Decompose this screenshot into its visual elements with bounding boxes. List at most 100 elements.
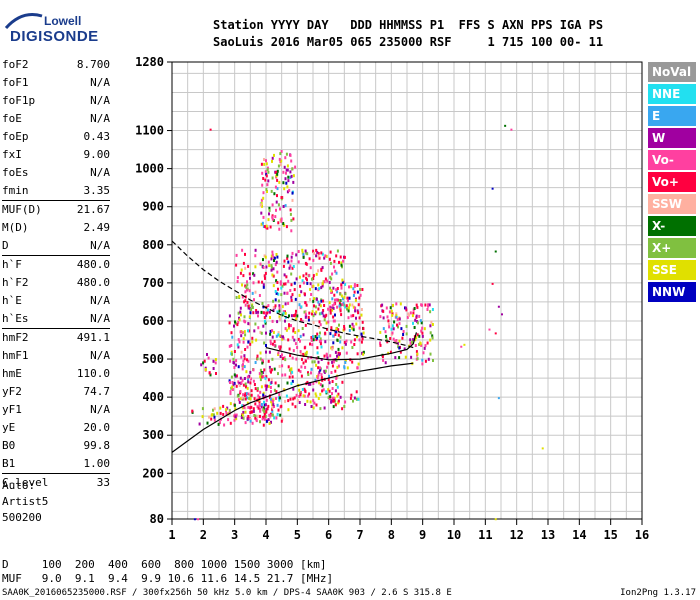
echo-point [337,333,340,337]
x-tick-label: 9 [419,528,426,542]
echo-point [238,340,241,344]
echo-point [310,405,313,408]
echo-point [277,372,279,376]
echo-point [344,400,347,404]
echo-point [204,368,207,371]
echo-point [316,376,319,380]
echo-point [463,343,466,346]
echo-point [358,316,361,320]
echo-point [389,350,392,354]
echo-point [265,331,267,335]
echo-point [319,331,321,335]
echo-point [362,352,365,356]
echo-point [330,277,333,281]
echo-point [388,325,391,329]
echo-point [213,418,216,422]
logo-bottom-text: DIGISONDE [10,28,99,45]
echo-point [408,313,411,317]
param-value: 1.00 [83,457,111,470]
echo-point [335,288,338,292]
echo-point [290,218,293,222]
echo-point [203,359,206,363]
echo-point [307,382,310,386]
echo-point [299,393,302,397]
echo-point [266,311,269,315]
echo-point [270,257,273,261]
echo-point [412,311,415,315]
echo-point [251,421,254,425]
echo-point [245,385,247,389]
echo-point [413,326,416,329]
echo-point [353,396,356,400]
echo-point [233,373,236,377]
echo-point [262,196,265,200]
echo-point [379,315,382,319]
echo-point [265,188,268,191]
echo-point [260,372,263,376]
echo-point [239,310,242,314]
echo-point [312,284,315,288]
echo-point [336,290,339,294]
echo-point [231,352,233,356]
echo-point [291,266,294,270]
echo-point [278,180,281,184]
echo-point [332,306,335,310]
echo-point [271,335,274,339]
echo-point [317,366,320,370]
echo-point [329,261,332,265]
echo-point [307,356,310,360]
echo-point [297,368,300,372]
echo-point [275,279,278,283]
echo-point [398,346,401,350]
param-name: MUF(D) [2,203,42,216]
echo-point [288,375,291,379]
echo-point [286,190,289,194]
echo-point [357,362,360,366]
echo-point [275,416,278,420]
echo-point [295,393,298,397]
echo-point [343,327,346,331]
echo-point [342,297,344,301]
echo-point [232,383,235,387]
echo-point [421,331,424,335]
x-tick-label: 10 [447,528,461,542]
echo-point [263,417,266,421]
echo-point [244,392,247,396]
echo-point [330,326,333,330]
echo-point [306,399,309,403]
echo-point [414,344,417,347]
echo-point [246,358,248,362]
echo-point [338,353,341,357]
echo-point [246,280,248,284]
echo-point [251,336,254,340]
echo-point [252,281,255,285]
echo-point [339,309,342,313]
echo-point [431,336,434,340]
param-name: h`F [2,258,22,271]
logo-swoosh-icon [4,13,43,30]
echo-point [267,418,270,422]
echo-point [243,377,246,380]
echo-point [236,280,239,283]
echo-point [415,336,418,339]
echo-point [202,361,205,365]
echo-point [263,368,266,372]
echo-point [343,365,346,369]
echo-point [268,212,270,216]
echo-point [277,221,280,225]
param-name: M(D) [2,221,29,234]
echo-point [317,307,320,311]
param-name: foF2 [2,58,29,71]
echo-point [307,315,310,319]
echo-point [331,308,334,312]
echo-point [261,221,264,225]
echo-point [303,292,306,296]
echo-point [273,256,276,260]
echo-point [283,165,286,169]
echo-point [390,327,393,331]
echo-point [281,305,284,309]
echo-point [339,255,342,259]
echo-point [288,314,290,318]
echo-point [347,299,349,303]
echo-point [260,331,263,335]
